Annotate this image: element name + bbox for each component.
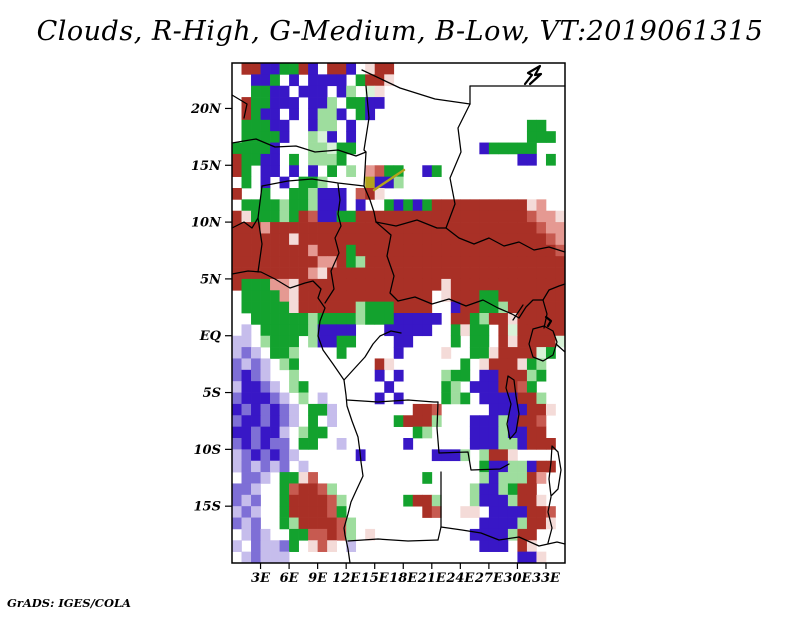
svg-text:18E: 18E	[389, 571, 418, 586]
grads-credit: GrADS: IGES/COLA	[7, 596, 131, 610]
svg-text:3E: 3E	[251, 571, 271, 586]
svg-text:27E: 27E	[474, 571, 504, 586]
svg-text:10S: 10S	[194, 443, 221, 458]
svg-text:10N: 10N	[191, 216, 222, 231]
svg-text:15S: 15S	[194, 500, 221, 515]
svg-text:6E: 6E	[280, 571, 300, 586]
svg-text:9E: 9E	[308, 571, 328, 586]
svg-text:12E: 12E	[332, 571, 361, 586]
svg-text:5S: 5S	[203, 386, 221, 401]
svg-text:15N: 15N	[191, 159, 222, 174]
svg-text:15E: 15E	[361, 571, 390, 586]
svg-text:21E: 21E	[417, 571, 447, 586]
svg-text:33E: 33E	[532, 571, 561, 586]
svg-text:24E: 24E	[445, 571, 475, 586]
svg-text:5N: 5N	[200, 272, 222, 287]
svg-text:20N: 20N	[190, 102, 222, 117]
plot-title: Clouds, R-High, G-Medium, B-Low, VT:2019…	[36, 16, 764, 47]
svg-text:30E: 30E	[503, 571, 532, 586]
svg-text:EQ: EQ	[199, 329, 222, 344]
